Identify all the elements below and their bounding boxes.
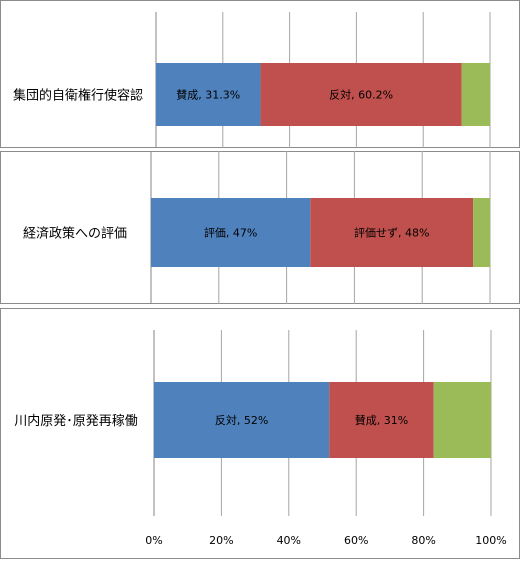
bar-segment <box>310 198 474 267</box>
bar-segment <box>473 198 490 267</box>
x-tick-label: 20% <box>209 534 233 547</box>
bar-segment <box>433 382 491 458</box>
bar-segment <box>156 63 261 126</box>
x-tick-label: 0% <box>145 534 162 547</box>
bar-segment <box>329 382 434 458</box>
x-tick-label: 60% <box>344 534 368 547</box>
bar-segment <box>154 382 330 458</box>
category-label: 経済政策への評価 <box>23 226 127 242</box>
category-label: 集団的自衛権行使容認 <box>13 88 143 104</box>
category-label: 川内原発･原発再稼働 <box>14 413 138 429</box>
x-tick-label: 40% <box>277 534 301 547</box>
data-label: 賛成, 31.3% <box>176 88 240 102</box>
data-label: 反対, 60.2% <box>329 88 393 102</box>
bar-segment <box>151 198 311 267</box>
bar-segment <box>260 63 462 126</box>
data-label: 賛成, 31% <box>355 413 408 427</box>
data-label: 評価せず, 48% <box>354 226 429 240</box>
data-label: 反対, 52% <box>215 413 268 427</box>
data-label: 評価, 47% <box>204 226 257 240</box>
x-tick-label: 80% <box>411 534 435 547</box>
x-tick-label: 100% <box>475 534 506 547</box>
bar-segment <box>461 63 490 126</box>
